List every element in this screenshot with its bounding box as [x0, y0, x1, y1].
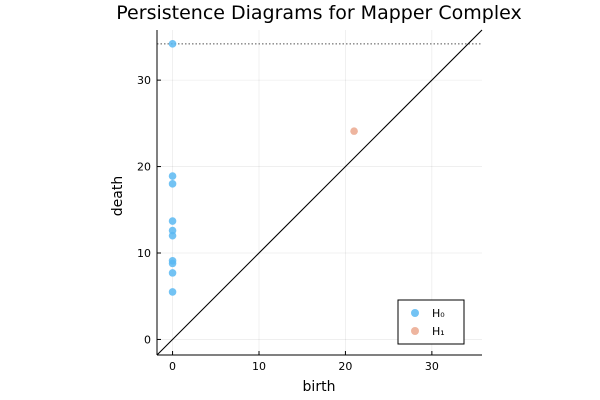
series-1-point — [350, 127, 358, 135]
x-tick-label: 30 — [425, 360, 439, 373]
series-0-point — [168, 231, 177, 240]
series-0-point — [168, 259, 177, 268]
series-0-point — [168, 269, 177, 277]
y-tick-label: 0 — [144, 333, 151, 346]
series-0-point — [168, 180, 177, 188]
legend: H₀ H₁ — [397, 299, 465, 345]
legend-label: H₁ — [432, 325, 445, 338]
y-tick-label: 10 — [137, 247, 151, 260]
x-tick-label: 20 — [338, 360, 352, 373]
plot-area — [156, 29, 483, 356]
y-axis-label: death — [110, 176, 126, 216]
x-tick-label: 10 — [252, 360, 266, 373]
legend-marker — [411, 327, 419, 335]
grid-lines — [157, 30, 482, 355]
series-0-point — [168, 217, 177, 225]
chart-title: Persistence Diagrams for Mapper Complex — [116, 2, 521, 24]
legend-box — [397, 299, 465, 345]
series-0-point — [168, 288, 177, 296]
axes: 0 10 20 30 0 10 20 30 — [137, 30, 482, 373]
y-tick-label: 30 — [137, 74, 151, 87]
legend-label: H₀ — [432, 307, 445, 320]
series-0-point — [168, 172, 177, 180]
series-0-point — [168, 40, 177, 48]
legend-marker — [411, 309, 419, 317]
x-axis-label: birth — [303, 379, 336, 395]
x-tick-label: 0 — [169, 360, 176, 373]
diagonal-line — [156, 29, 483, 356]
y-tick-label: 20 — [137, 161, 151, 174]
